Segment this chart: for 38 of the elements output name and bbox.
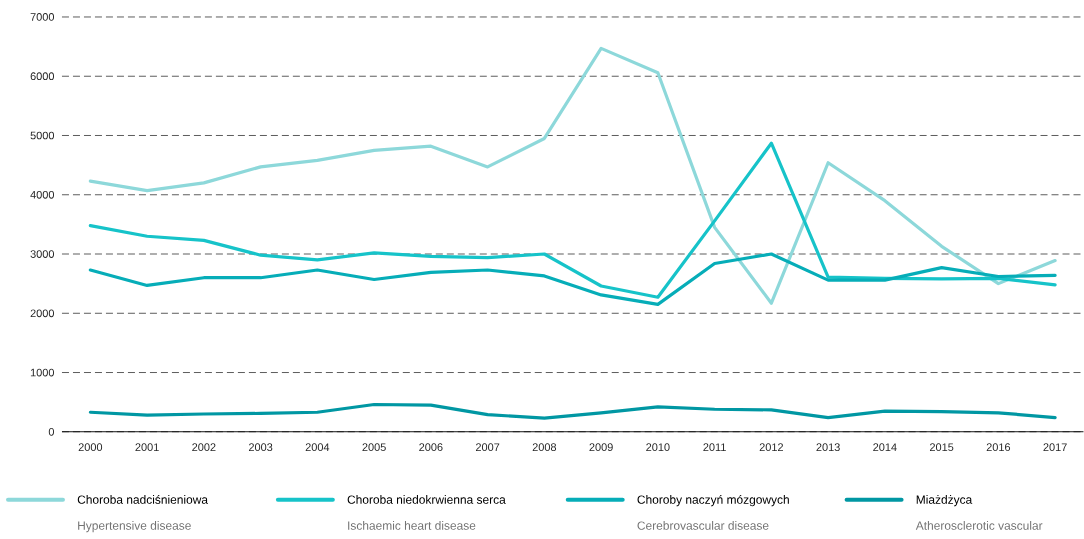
text: Hypertensive disease bbox=[78, 521, 191, 533]
x-tick-label: 2001 bbox=[135, 443, 159, 452]
y-tick-label: 5000 bbox=[30, 131, 55, 140]
line-series bbox=[88, 141, 1057, 299]
line-series bbox=[88, 403, 1057, 420]
x-tick-label: 2015 bbox=[929, 443, 954, 452]
y-tick-label: 2000 bbox=[30, 309, 55, 318]
x-tick-label: 2003 bbox=[248, 443, 273, 452]
x-tick-label: 2009 bbox=[589, 443, 613, 452]
x-tick-label: 2000 bbox=[78, 443, 103, 452]
line-series bbox=[88, 252, 1057, 307]
legend-label: Choroba niedokrwienna serca bbox=[347, 495, 506, 504]
y-tick-label: 1000 bbox=[30, 368, 55, 377]
x-tick-label: 2007 bbox=[475, 443, 500, 452]
x-tick-label: 2012 bbox=[759, 443, 783, 452]
text: Cerebrovascular disease bbox=[637, 521, 769, 530]
x-tick-label: 2010 bbox=[646, 443, 670, 452]
x-tick-label: 2006 bbox=[419, 443, 443, 452]
x-tick-label: 2002 bbox=[192, 443, 216, 452]
x-tick-label: 2017 bbox=[1043, 443, 1067, 452]
y-tick-label: 7000 bbox=[30, 13, 55, 21]
text: Ischaemic heart disease bbox=[348, 521, 476, 530]
x-tick-label: 2013 bbox=[816, 443, 840, 452]
legend-label: Miażdżyca bbox=[916, 495, 973, 507]
x-tick-label: 2004 bbox=[305, 443, 330, 452]
legend-label: Choroby naczyń mózgowych bbox=[637, 495, 789, 507]
x-tick-label: 2016 bbox=[986, 443, 1011, 452]
y-tick-label: 0 bbox=[48, 428, 55, 436]
x-tick-label: 2005 bbox=[362, 443, 386, 452]
y-tick-label: 6000 bbox=[30, 72, 55, 81]
y-tick-label: 3000 bbox=[30, 250, 55, 259]
x-tick-label: 2008 bbox=[532, 443, 557, 452]
legend-label: Choroba nadciśnieniowa bbox=[77, 495, 208, 504]
y-tick-label: 4000 bbox=[30, 191, 55, 199]
x-tick-label: 2011 bbox=[703, 443, 726, 452]
line-series bbox=[88, 46, 1057, 305]
text: Atherosclerotic vascular bbox=[915, 521, 1043, 530]
x-tick-label: 2014 bbox=[873, 443, 897, 452]
